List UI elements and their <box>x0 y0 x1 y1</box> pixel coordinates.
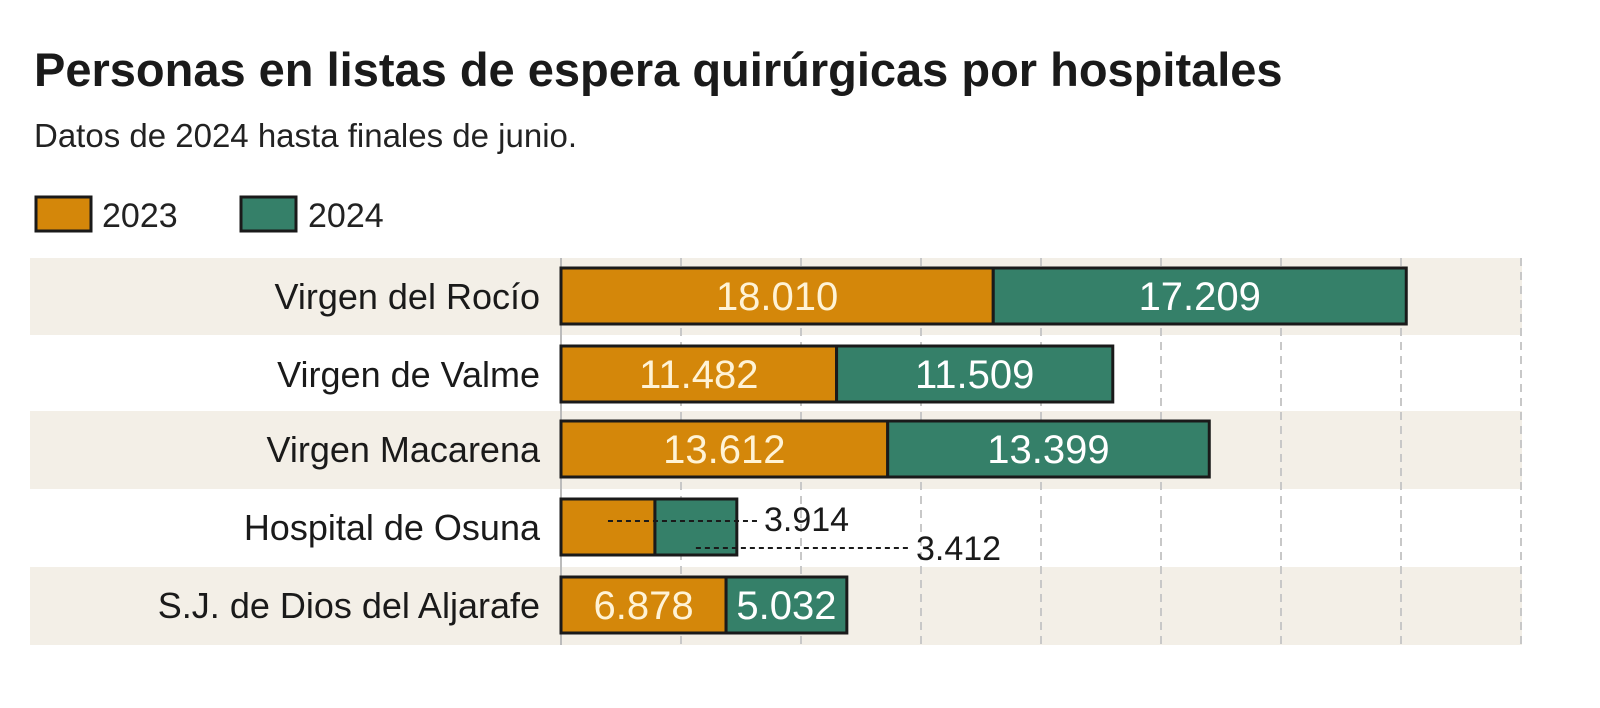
bar-2023 <box>559 575 728 635</box>
legend-label-2023: 2023 <box>102 197 178 235</box>
bar-2024 <box>653 497 739 557</box>
value-label-2024: 3.412 <box>916 530 1001 568</box>
category-label: Virgen del Rocío <box>275 276 541 317</box>
bar-2024 <box>991 266 1408 326</box>
value-label-2024: 11.509 <box>915 353 1034 397</box>
value-label-2024: 17.209 <box>1139 275 1261 319</box>
value-label-2023: 11.482 <box>639 353 758 397</box>
bar-2023 <box>559 419 890 479</box>
chart-title: Personas en listas de espera quirúrgicas… <box>34 43 1283 96</box>
value-label-2023: 13.612 <box>663 428 785 472</box>
value-label-2024: 5.032 <box>736 584 836 628</box>
value-label-2023: 18.010 <box>716 275 838 319</box>
chart-subtitle: Datos de 2024 hasta finales de junio. <box>34 117 577 154</box>
category-label: Virgen Macarena <box>267 429 541 470</box>
category-label: Hospital de Osuna <box>244 507 541 548</box>
value-label-2023: 3.914 <box>764 501 849 539</box>
category-label: S.J. de Dios del Aljarafe <box>158 585 540 626</box>
legend-swatch-2024 <box>239 195 298 233</box>
legend: 2023 2024 <box>34 195 384 235</box>
bar-2023 <box>559 497 657 557</box>
legend-label-2024: 2024 <box>308 197 384 235</box>
value-label-2023: 6.878 <box>593 584 693 628</box>
bar-2024 <box>835 344 1115 404</box>
legend-swatch-2023 <box>34 195 93 233</box>
value-label-2024: 13.399 <box>987 428 1109 472</box>
category-label: Virgen de Valme <box>277 354 540 395</box>
bar-2023 <box>559 344 839 404</box>
bar-2024 <box>724 575 849 635</box>
bar-2024 <box>886 419 1211 479</box>
